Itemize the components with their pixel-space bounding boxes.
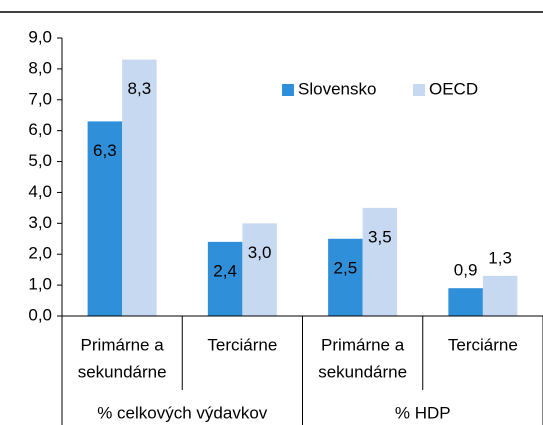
y-tick-label: 4,0 bbox=[28, 182, 52, 201]
value-label: 6,3 bbox=[93, 141, 117, 160]
y-tick-label: 6,0 bbox=[28, 120, 52, 139]
bar bbox=[482, 275, 518, 316]
y-tick-label: 5,0 bbox=[28, 151, 52, 170]
x-tick-label: sekundárne bbox=[78, 362, 167, 381]
bar bbox=[242, 223, 277, 316]
bar bbox=[448, 288, 483, 316]
value-label: 2,5 bbox=[334, 258, 358, 277]
bar bbox=[207, 241, 243, 316]
x-tick-label: Primárne a bbox=[81, 335, 165, 354]
legend-label: Slovensko bbox=[298, 79, 376, 98]
value-label: 2,4 bbox=[213, 261, 237, 280]
y-tick-label: 7,0 bbox=[28, 89, 52, 108]
x-tick-label: sekundárne bbox=[318, 362, 407, 381]
bar bbox=[362, 207, 398, 316]
x-tick-label: Terciárne bbox=[207, 335, 277, 354]
value-label: 0,9 bbox=[454, 261, 478, 280]
y-tick-label: 0,0 bbox=[28, 305, 52, 324]
bar bbox=[328, 238, 363, 316]
group-label: % HDP bbox=[395, 403, 451, 422]
y-tick-label: 1,0 bbox=[28, 275, 52, 294]
y-tick-label: 9,0 bbox=[28, 27, 52, 46]
x-tick-label: Terciárne bbox=[448, 335, 518, 354]
y-tick-label: 8,0 bbox=[28, 58, 52, 77]
legend-label: OECD bbox=[429, 79, 478, 98]
value-label: 8,3 bbox=[128, 79, 152, 98]
value-label: 1,3 bbox=[488, 248, 512, 267]
group-label: % celkových výdavkov bbox=[97, 403, 268, 422]
x-tick-label: Primárne a bbox=[321, 335, 405, 354]
value-label: 3,0 bbox=[248, 243, 272, 262]
y-tick-label: 2,0 bbox=[28, 244, 52, 263]
legend-swatch bbox=[413, 84, 425, 96]
bar bbox=[87, 121, 123, 317]
legend-swatch bbox=[282, 84, 294, 96]
value-label: 3,5 bbox=[368, 227, 392, 246]
y-tick-label: 3,0 bbox=[28, 213, 52, 232]
bar bbox=[122, 59, 157, 316]
